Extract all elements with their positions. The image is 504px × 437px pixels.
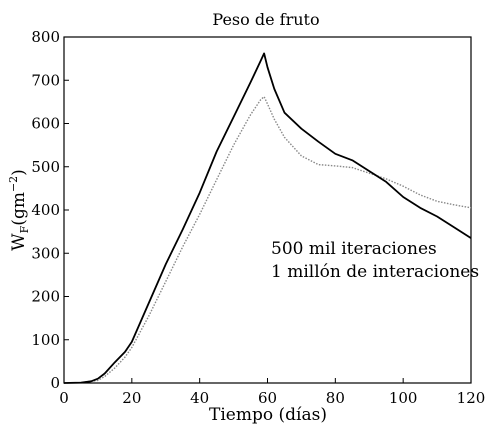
annotation-1m: 1 millón de interaciones [271,262,479,282]
y-axis-label: WF(gm−2) [7,169,31,251]
y-tick-label: 300 [31,244,60,262]
chart-title: Peso de fruto [212,10,319,29]
y-tick-label: 0 [50,374,60,392]
y-tick-label: 700 [31,71,60,89]
series-lines [63,52,472,384]
series-line-dotted [63,96,472,384]
y-axis-label-unit-exponent: −2 [7,176,20,192]
x-tick-label: 20 [122,389,141,407]
x-axis-label: Tiempo (días) [209,405,327,425]
y-tick-label: 600 [31,115,60,133]
y-tick-label: 500 [31,158,60,176]
series-line-solid [63,52,472,384]
plot-frame [63,36,472,384]
y-axis-label-main: W [9,233,29,251]
y-tick-label: 800 [31,28,60,46]
y-tick-label: 200 [31,288,60,306]
y-axis-label-unit-close: ) [9,169,29,176]
x-tick-label: 40 [190,389,209,407]
y-tick-label: 100 [31,331,60,349]
annotation-500k: 500 mil iteraciones [271,239,437,259]
x-tick-label: 120 [457,389,486,407]
x-tick-label: 60 [258,389,277,407]
x-tick-label: 80 [326,389,345,407]
y-tick-label: 400 [31,201,60,219]
axis-ticks: 0 20 40 60 80 100 120 0 100 200 300 400 500 600 700 800 [31,28,485,407]
y-axis-label-sub: F [18,225,31,233]
x-tick-label: 0 [59,389,69,407]
x-tick-label: 100 [389,389,418,407]
y-axis-label-unit: (gm [9,192,29,226]
